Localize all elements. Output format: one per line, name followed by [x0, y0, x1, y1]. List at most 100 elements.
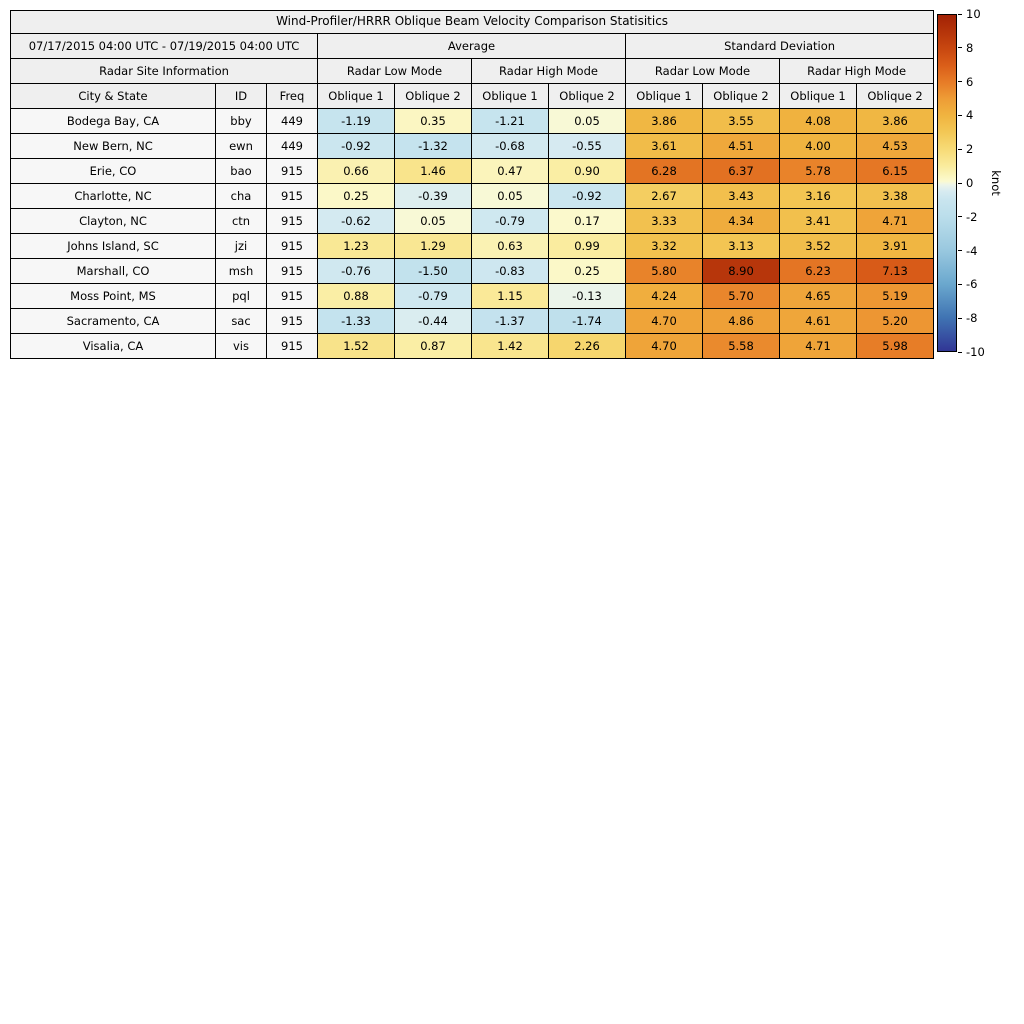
- freq-cell: 915: [266, 183, 318, 209]
- col-header-oblique2: Oblique 2: [702, 83, 780, 109]
- avg-low-mode-header: Radar Low Mode: [317, 58, 472, 84]
- mode-header-row: Radar Site Information Radar Low Mode Ra…: [10, 58, 935, 84]
- value-cell: 5.80: [625, 258, 703, 284]
- col-header-oblique1: Oblique 1: [779, 83, 857, 109]
- freq-cell: 915: [266, 308, 318, 334]
- city-cell: Bodega Bay, CA: [10, 108, 216, 134]
- value-cell: 0.66: [317, 158, 395, 184]
- value-cell: 1.42: [471, 333, 549, 359]
- value-cell: 6.28: [625, 158, 703, 184]
- col-header-oblique2: Oblique 2: [394, 83, 472, 109]
- value-cell: 2.26: [548, 333, 626, 359]
- title-row: Wind-Profiler/HRRR Oblique Beam Velocity…: [9, 10, 935, 34]
- value-cell: 4.65: [779, 283, 857, 309]
- value-cell: 3.91: [855, 233, 935, 259]
- value-cell: -0.13: [548, 283, 626, 309]
- value-cell: 6.37: [702, 158, 780, 184]
- value-cell: -1.74: [548, 308, 626, 334]
- value-cell: 3.32: [625, 233, 703, 259]
- site-info-header: Radar Site Information: [10, 58, 318, 84]
- value-cell: 4.24: [625, 283, 703, 309]
- std-high-mode-header: Radar High Mode: [778, 58, 935, 84]
- value-cell: 4.71: [779, 333, 857, 359]
- city-cell: New Bern, NC: [10, 133, 216, 159]
- city-cell: Johns Island, SC: [10, 233, 216, 259]
- value-cell: 4.08: [779, 108, 857, 134]
- value-cell: 1.29: [394, 233, 472, 259]
- value-cell: 8.90: [702, 258, 780, 284]
- column-header-row: City & State ID Freq Oblique 1 Oblique 2…: [10, 83, 935, 109]
- value-cell: 5.78: [779, 158, 857, 184]
- value-cell: -1.32: [394, 133, 472, 159]
- value-cell: 4.70: [625, 333, 703, 359]
- col-header-oblique2: Oblique 2: [855, 83, 935, 109]
- table-title: Wind-Profiler/HRRR Oblique Beam Velocity…: [9, 10, 935, 34]
- table-row: Moss Point, MS pql 915 0.88 -0.79 1.15 -…: [10, 283, 935, 309]
- value-cell: 3.16: [779, 183, 857, 209]
- value-cell: 3.52: [779, 233, 857, 259]
- value-cell: 3.61: [625, 133, 703, 159]
- city-cell: Erie, CO: [10, 158, 216, 184]
- value-cell: 3.33: [625, 208, 703, 234]
- freq-cell: 915: [266, 233, 318, 259]
- table-row: Sacramento, CA sac 915 -1.33 -0.44 -1.37…: [10, 308, 935, 334]
- col-header-oblique1: Oblique 1: [317, 83, 395, 109]
- value-cell: 1.46: [394, 158, 472, 184]
- freq-cell: 915: [266, 208, 318, 234]
- value-cell: -1.21: [471, 108, 549, 134]
- value-cell: 5.20: [855, 308, 935, 334]
- value-cell: 0.17: [548, 208, 626, 234]
- value-cell: 4.53: [855, 133, 935, 159]
- value-cell: -0.92: [317, 133, 395, 159]
- city-cell: Visalia, CA: [10, 333, 216, 359]
- table-row: Visalia, CA vis 915 1.52 0.87 1.42 2.26 …: [10, 333, 935, 359]
- freq-cell: 449: [266, 108, 318, 134]
- value-cell: 4.00: [779, 133, 857, 159]
- col-header-oblique2: Oblique 2: [548, 83, 626, 109]
- value-cell: -0.83: [471, 258, 549, 284]
- value-cell: -0.44: [394, 308, 472, 334]
- colorbar: [937, 14, 957, 352]
- value-cell: 0.05: [471, 183, 549, 209]
- colorbar-area: 10 8 6 4 2 0 -2 -4 -6 -8 -10 knot: [937, 7, 1023, 359]
- table-row: Clayton, NC ctn 915 -0.62 0.05 -0.79 0.1…: [10, 208, 935, 234]
- value-cell: 3.55: [702, 108, 780, 134]
- id-cell: pql: [215, 283, 267, 309]
- freq-cell: 915: [266, 258, 318, 284]
- value-cell: -0.76: [317, 258, 395, 284]
- table-row: Erie, CO bao 915 0.66 1.46 0.47 0.90 6.2…: [10, 158, 935, 184]
- value-cell: -0.92: [548, 183, 626, 209]
- value-cell: 4.34: [702, 208, 780, 234]
- id-cell: jzi: [215, 233, 267, 259]
- colorbar-tick-label: 6: [958, 75, 973, 89]
- value-cell: 3.38: [855, 183, 935, 209]
- id-cell: bby: [215, 108, 267, 134]
- value-cell: 3.41: [779, 208, 857, 234]
- value-cell: 5.98: [855, 333, 935, 359]
- table-row: New Bern, NC ewn 449 -0.92 -1.32 -0.68 -…: [10, 133, 935, 159]
- value-cell: 3.86: [855, 108, 935, 134]
- group-header-row: 07/17/2015 04:00 UTC - 07/19/2015 04:00 …: [10, 33, 935, 59]
- value-cell: -0.68: [471, 133, 549, 159]
- colorbar-tick-label: -4: [958, 244, 977, 258]
- value-cell: 5.58: [702, 333, 780, 359]
- value-cell: 6.23: [779, 258, 857, 284]
- colorbar-tick-label: 2: [958, 142, 973, 156]
- id-cell: ewn: [215, 133, 267, 159]
- freq-cell: 915: [266, 158, 318, 184]
- colorbar-unit-label: knot: [989, 170, 1003, 196]
- col-header-freq: Freq: [266, 83, 318, 109]
- value-cell: 4.61: [779, 308, 857, 334]
- col-header-oblique1: Oblique 1: [625, 83, 703, 109]
- value-cell: -1.33: [317, 308, 395, 334]
- value-cell: 3.86: [625, 108, 703, 134]
- std-low-mode-header: Radar Low Mode: [625, 58, 780, 84]
- value-cell: 3.13: [702, 233, 780, 259]
- value-cell: -1.50: [394, 258, 472, 284]
- value-cell: 0.25: [317, 183, 395, 209]
- colorbar-tick-label: -8: [958, 311, 977, 325]
- value-cell: 4.70: [625, 308, 703, 334]
- colorbar-tick-label: 4: [958, 108, 973, 122]
- value-cell: 7.13: [855, 258, 935, 284]
- value-cell: -0.39: [394, 183, 472, 209]
